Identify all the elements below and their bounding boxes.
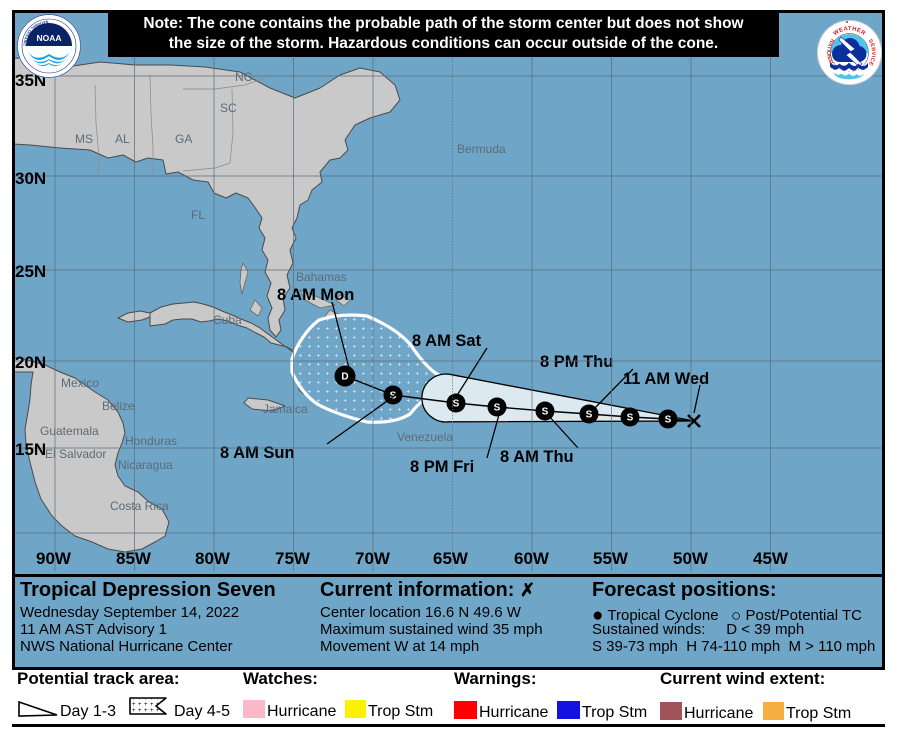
svg-text:8 AM Sat: 8 AM Sat [412,332,482,350]
svg-text:Nicaragua: Nicaragua [118,458,173,472]
svg-text:Belize: Belize [102,399,135,413]
svg-text:NOAA: NOAA [36,33,61,43]
svg-text:8 AM Sun: 8 AM Sun [220,444,295,462]
svg-text:Cuba: Cuba [213,313,242,327]
svg-text:Honduras: Honduras [125,434,177,448]
svg-text:MS: MS [75,132,93,146]
svg-text:S: S [453,399,460,410]
svg-text:8 PM Fri: 8 PM Fri [410,458,474,476]
svg-text:8 AM Thu: 8 AM Thu [500,448,574,466]
svg-text:S: S [665,415,672,426]
svg-text:El Salvador: El Salvador [45,447,106,461]
svg-text:AL: AL [115,132,130,146]
svg-text:NC: NC [235,70,253,84]
svg-text:8 PM Thu: 8 PM Thu [540,353,613,371]
svg-text:S: S [542,407,549,418]
svg-text:FL: FL [191,208,205,222]
svg-text:11 AM Wed: 11 AM Wed [623,370,709,388]
svg-text:GA: GA [175,132,192,146]
svg-text:S: S [627,413,634,424]
svg-text:D: D [341,372,348,383]
svg-text:S: S [586,410,593,421]
svg-text:Mexico: Mexico [61,376,99,390]
svg-text:Bermuda: Bermuda [457,142,506,156]
svg-text:Bahamas: Bahamas [296,270,347,284]
svg-text:Venezuela: Venezuela [397,430,453,444]
svg-text:Jamaica: Jamaica [263,402,308,416]
svg-text:SC: SC [220,101,237,115]
svg-text:Guatemala: Guatemala [40,424,99,438]
svg-text:Costa Rica: Costa Rica [110,499,169,513]
svg-text:8 AM Mon: 8 AM Mon [277,286,354,304]
